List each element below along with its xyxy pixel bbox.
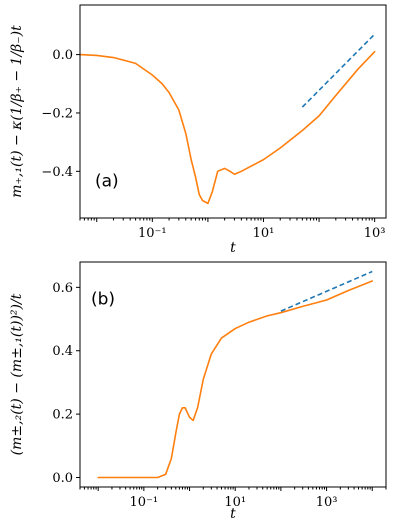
- series-line-2: [280, 270, 373, 312]
- y-axis-label: (m±,₂(t) − (m±,₁(t))²)/t: [9, 293, 25, 455]
- series-line-2: [301, 33, 376, 108]
- panel-label: (b): [91, 290, 115, 310]
- y-tick-label: 0.0: [52, 48, 73, 63]
- x-tick-label: 10⁻¹: [130, 495, 159, 510]
- y-tick-label: 0.0: [52, 471, 73, 486]
- x-tick-label: 10³: [364, 226, 386, 241]
- x-tick-label: 10⁻¹: [138, 226, 167, 241]
- x-tick-label: 10¹: [253, 226, 275, 241]
- series-line-1: [80, 50, 376, 205]
- series-line-1: [97, 280, 374, 479]
- panel-a-chart: 10⁻¹ 10¹ 10³ 0.0 −0.2 −0.4 (a) t m₊,₁(t) − κ(1/β…: [9, 4, 387, 256]
- x-tick-label: 10¹: [224, 495, 246, 510]
- plot-frame: [79, 261, 387, 488]
- x-tick-label: 10³: [316, 495, 338, 510]
- y-tick-label: −0.4: [41, 165, 73, 180]
- y-tick-label: 0.4: [52, 344, 73, 359]
- x-axis-label: t: [230, 506, 236, 522]
- y-tick-label: 0.6: [52, 281, 73, 296]
- panel-label: (a): [95, 172, 119, 192]
- y-tick-label: 0.2: [52, 408, 73, 423]
- y-axis-label: m₊,₁(t) − κ(1/β₊ − 1/β₋)t: [9, 25, 25, 198]
- plot-frame: [79, 4, 387, 219]
- x-axis-label: t: [230, 240, 236, 256]
- y-tick-label: −0.2: [41, 106, 73, 121]
- panel-b-chart: 10⁻¹ 10¹ 10³ 0.0 0.2 0.4 0.6 (b) t (m±,₂(t) − (m±…: [9, 261, 387, 522]
